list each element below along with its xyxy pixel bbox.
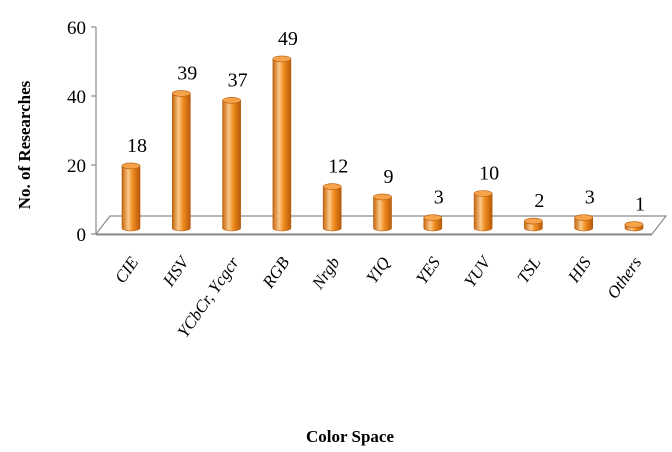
data-label: 10 bbox=[479, 163, 499, 185]
data-labels: 18 39 37 49 12 9 3 10 2 3 1 bbox=[127, 28, 645, 216]
bar bbox=[121, 162, 141, 232]
bar bbox=[574, 214, 594, 232]
y-axis: 0 20 40 60 bbox=[67, 18, 97, 246]
bar bbox=[222, 97, 241, 232]
y-tick-label: 60 bbox=[67, 18, 86, 39]
data-label: 3 bbox=[434, 187, 444, 209]
bar bbox=[172, 90, 191, 232]
data-label: 2 bbox=[534, 190, 544, 212]
x-category-label: YUV bbox=[460, 251, 495, 290]
x-category-label: RGB bbox=[258, 253, 293, 292]
bar bbox=[373, 193, 392, 232]
data-label: 18 bbox=[127, 135, 147, 157]
bar bbox=[624, 221, 644, 232]
x-category-label: HIS bbox=[564, 253, 596, 287]
bars bbox=[121, 55, 644, 232]
data-label: 1 bbox=[635, 194, 645, 216]
y-tick-label: 0 bbox=[77, 225, 87, 246]
x-category-label: CIE bbox=[111, 253, 143, 287]
x-category-label: TSL bbox=[513, 253, 544, 286]
y-tick-label: 40 bbox=[67, 87, 86, 108]
x-category-label: Others bbox=[603, 253, 645, 302]
bar bbox=[473, 190, 493, 232]
x-category-label: YIQ bbox=[362, 253, 393, 286]
x-axis-title: Color Space bbox=[306, 427, 394, 446]
bar bbox=[322, 183, 342, 232]
bar bbox=[524, 217, 543, 232]
x-category-label: Nrgb bbox=[308, 253, 344, 293]
y-tick-label: 20 bbox=[67, 156, 86, 177]
data-label: 9 bbox=[384, 166, 394, 188]
data-label: 37 bbox=[228, 69, 248, 91]
bar bbox=[423, 214, 443, 232]
y-axis-title: No. of Researches bbox=[15, 80, 34, 209]
data-label: 3 bbox=[585, 187, 595, 209]
bar bbox=[272, 55, 292, 232]
data-label: 12 bbox=[328, 156, 348, 178]
x-category-label: YES bbox=[412, 253, 444, 288]
data-label: 49 bbox=[278, 28, 298, 50]
data-label: 39 bbox=[177, 62, 197, 84]
x-category-label: HSV bbox=[159, 251, 195, 290]
